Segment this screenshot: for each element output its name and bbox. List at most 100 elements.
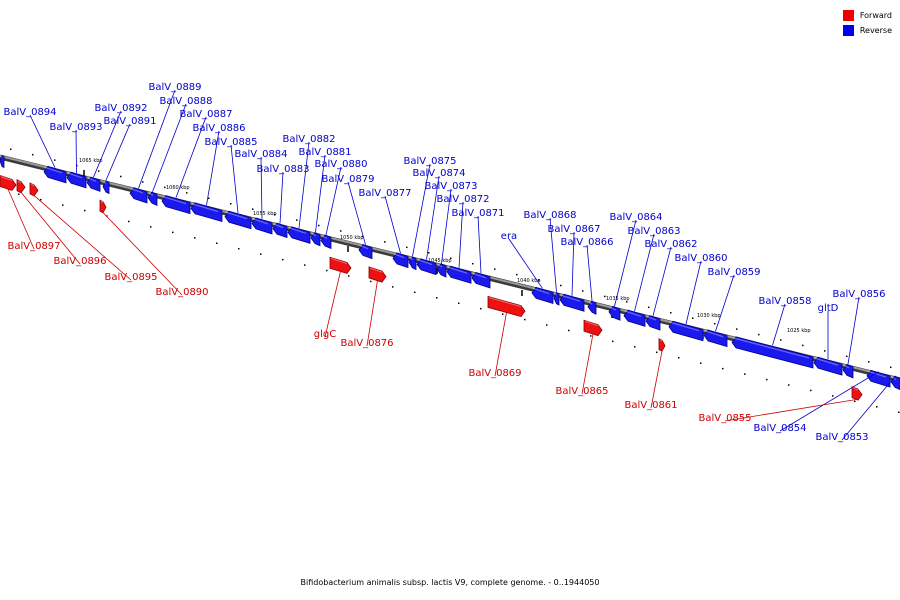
gene-balv-0879: BalV_0879	[321, 174, 375, 245]
minor-tick-dot	[18, 193, 20, 195]
gene-balv-0880	[320, 234, 332, 250]
gene-balv-0867	[559, 293, 585, 312]
gene-balv-0885	[224, 210, 252, 230]
gene-balv-0895: BalV_0895	[33, 195, 158, 283]
gene-balv-0884	[251, 217, 273, 235]
gene-era	[531, 286, 554, 305]
gene-balv-0864	[608, 305, 621, 321]
gene-balv-0871: BalV_0871	[451, 208, 505, 274]
minor-tick-dot	[414, 291, 416, 294]
gene-balv-0897-label: BalV_0897	[7, 241, 60, 252]
gene-balv-0890: BalV_0890	[102, 212, 209, 298]
legend: Forward Reverse	[842, 8, 892, 38]
minor-tick-dot	[84, 209, 86, 212]
gene-balv-0886-label: BalV_0886	[192, 123, 245, 134]
gene-balv-0894	[43, 165, 67, 184]
gene-balv-0860	[668, 320, 704, 342]
minor-tick-dot	[194, 237, 196, 239]
minor-tick-dot	[700, 362, 702, 364]
minor-tick-dot	[230, 202, 232, 205]
svg-text:1060 kbp: 1060 kbp	[166, 185, 190, 191]
gene-balv-0861-label: BalV_0861	[624, 400, 677, 411]
minor-tick-dot	[186, 192, 188, 194]
gene-balv-0875	[408, 256, 417, 271]
gene-balv-0880: BalV_0880	[314, 159, 368, 235]
gene-balv-0872	[446, 265, 472, 284]
gene-balv-0858	[731, 336, 814, 369]
minor-tick-dot	[172, 231, 174, 234]
minor-tick-dot	[656, 351, 658, 354]
gene-era: era	[501, 231, 543, 289]
minor-tick-dot	[612, 340, 614, 343]
gene-balv-0858: BalV_0858	[758, 296, 812, 346]
minor-tick-dot	[348, 275, 350, 277]
tick-1050: 1050 kbp	[340, 235, 364, 252]
minor-tick-dot	[648, 306, 650, 309]
gene-balv-0866-label: BalV_0866	[560, 237, 613, 248]
gene-gltd-label: gltD	[818, 303, 839, 314]
minor-tick-dot	[54, 159, 56, 161]
minor-tick-dot	[62, 204, 64, 206]
gene-balv-0859	[703, 329, 728, 348]
minor-tick-dot	[326, 269, 328, 272]
minor-tick-dot	[854, 400, 856, 403]
legend-forward-label: Forward	[859, 11, 892, 20]
minor-tick-dot	[714, 322, 716, 325]
minor-tick-dot	[98, 170, 100, 172]
gene-balv-0893-label: BalV_0893	[49, 122, 102, 133]
gene-balv-0871	[471, 271, 491, 289]
gene-balv-0874-label: BalV_0874	[412, 168, 465, 179]
gene-balv-0884-label: BalV_0884	[234, 149, 287, 160]
legend-reverse-swatch	[842, 25, 854, 36]
minor-tick-dot	[252, 208, 254, 210]
gene-balv-0894-label: BalV_0894	[3, 107, 56, 118]
minor-tick-dot	[392, 286, 394, 288]
gene-balv-0889: BalV_0889	[138, 82, 202, 189]
svg-text:1030 kbp: 1030 kbp	[697, 313, 721, 319]
gene-balv-0869	[487, 295, 526, 318]
gene-balv-0879-label: BalV_0879	[321, 174, 374, 185]
gene-balv-0859: BalV_0859	[707, 267, 761, 332]
minor-tick-dot	[472, 262, 474, 265]
gene-balv-0889	[129, 187, 148, 204]
minor-tick-dot	[832, 395, 834, 397]
svg-text:1050 kbp: 1050 kbp	[340, 235, 364, 241]
gene-balv-0888-label: BalV_0888	[159, 96, 212, 107]
gene-balv-0887-label: BalV_0887	[179, 109, 232, 120]
gene-balv-0868-label: BalV_0868	[523, 210, 576, 221]
gene-glgc	[329, 256, 352, 274]
ruler-minor-ticks	[10, 148, 900, 414]
gene-balv-0863: BalV_0863	[627, 226, 681, 312]
minor-tick-dot	[502, 313, 504, 315]
gene-balv-0854-label: BalV_0854	[753, 423, 806, 434]
minor-tick-dot	[458, 302, 460, 304]
minor-tick-dot	[274, 213, 276, 216]
gene-balv-0880-label: BalV_0880	[314, 159, 367, 170]
minor-tick-dot	[208, 197, 210, 200]
gene-balv-0855-label: BalV_0855	[698, 413, 751, 424]
gene-balv-0873: BalV_0873	[424, 181, 478, 264]
minor-tick-dot	[384, 241, 386, 243]
gene-balv-0889-label: BalV_0889	[148, 82, 201, 93]
gene-balv-0877: BalV_0877	[358, 188, 412, 254]
gene-balv-0872: BalV_0872	[436, 194, 490, 268]
minor-tick-dot	[120, 175, 122, 178]
gene-balv-0896	[16, 179, 26, 194]
gene-balv-0884: BalV_0884	[234, 149, 288, 219]
gene-balv-0854: BalV_0854	[753, 371, 879, 434]
gene-balv-0885: BalV_0885	[204, 137, 258, 214]
minor-tick-dot	[150, 226, 152, 228]
gene-balv-0893: BalV_0893	[49, 122, 103, 173]
minor-tick-dot	[898, 411, 900, 414]
minor-tick-dot	[318, 224, 320, 227]
minor-tick-dot	[32, 153, 34, 156]
svg-text:1040 kbp: 1040 kbp	[517, 278, 541, 284]
gene-era-label: era	[501, 231, 517, 242]
minor-tick-dot	[692, 317, 694, 319]
gene-balv-0883-label: BalV_0883	[256, 164, 309, 175]
gene-balv-0896-label: BalV_0896	[53, 256, 106, 267]
gene-balv-0856: BalV_0856	[832, 289, 886, 365]
gene-balv-0873-label: BalV_0873	[424, 181, 477, 192]
gene-balv-0890-label: BalV_0890	[155, 287, 208, 298]
